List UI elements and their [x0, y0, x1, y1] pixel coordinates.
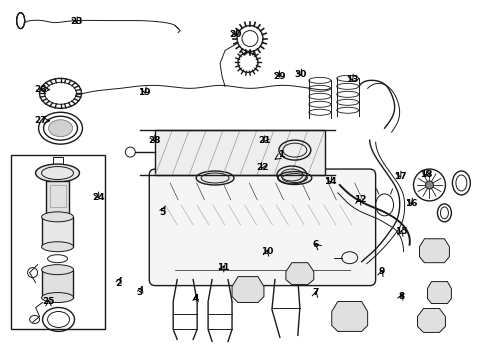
Ellipse shape [42, 242, 74, 252]
Text: 30: 30 [294, 70, 307, 79]
Ellipse shape [42, 265, 74, 275]
Bar [155, 130, 325, 175]
Text: 10: 10 [261, 247, 273, 256]
Ellipse shape [196, 171, 234, 185]
Text: 27: 27 [34, 116, 47, 125]
Text: 16: 16 [405, 199, 417, 208]
Bar [46, 181, 70, 216]
Text: 24: 24 [92, 193, 105, 202]
Bar [11, 155, 105, 329]
Polygon shape [332, 302, 368, 332]
Ellipse shape [42, 293, 74, 302]
Text: 15: 15 [395, 228, 408, 237]
Ellipse shape [278, 171, 312, 184]
Text: 25: 25 [42, 297, 55, 306]
Text: 11: 11 [217, 264, 229, 273]
Text: 29: 29 [273, 72, 286, 81]
Text: 7: 7 [313, 288, 319, 297]
Polygon shape [417, 309, 445, 332]
Polygon shape [427, 282, 451, 303]
Bar [42, 217, 74, 247]
Text: 6: 6 [313, 240, 319, 249]
Text: 21: 21 [258, 136, 271, 145]
Text: 8: 8 [398, 292, 404, 301]
Text: 22: 22 [256, 163, 269, 172]
Text: 19: 19 [139, 87, 151, 96]
Text: 20: 20 [229, 30, 242, 39]
Text: 14: 14 [324, 177, 337, 186]
Bar [49, 185, 66, 207]
Ellipse shape [49, 120, 73, 137]
Circle shape [425, 181, 434, 189]
Text: 9: 9 [379, 267, 385, 276]
Text: 2: 2 [115, 279, 121, 288]
Polygon shape [286, 263, 314, 285]
Text: 1: 1 [278, 150, 285, 159]
Bar [42, 270, 74, 298]
Text: 26: 26 [34, 85, 47, 94]
Text: 3: 3 [137, 288, 143, 297]
Text: 23: 23 [70, 17, 83, 26]
FancyBboxPatch shape [149, 169, 376, 285]
Text: 28: 28 [148, 136, 161, 145]
Text: 5: 5 [159, 208, 165, 217]
Text: 4: 4 [193, 294, 199, 303]
Ellipse shape [42, 212, 74, 222]
Text: 17: 17 [394, 172, 407, 181]
Polygon shape [232, 276, 264, 302]
Text: 18: 18 [419, 170, 432, 179]
Text: 13: 13 [346, 75, 359, 84]
Polygon shape [419, 239, 449, 263]
Ellipse shape [36, 164, 79, 182]
Text: 12: 12 [354, 195, 366, 204]
